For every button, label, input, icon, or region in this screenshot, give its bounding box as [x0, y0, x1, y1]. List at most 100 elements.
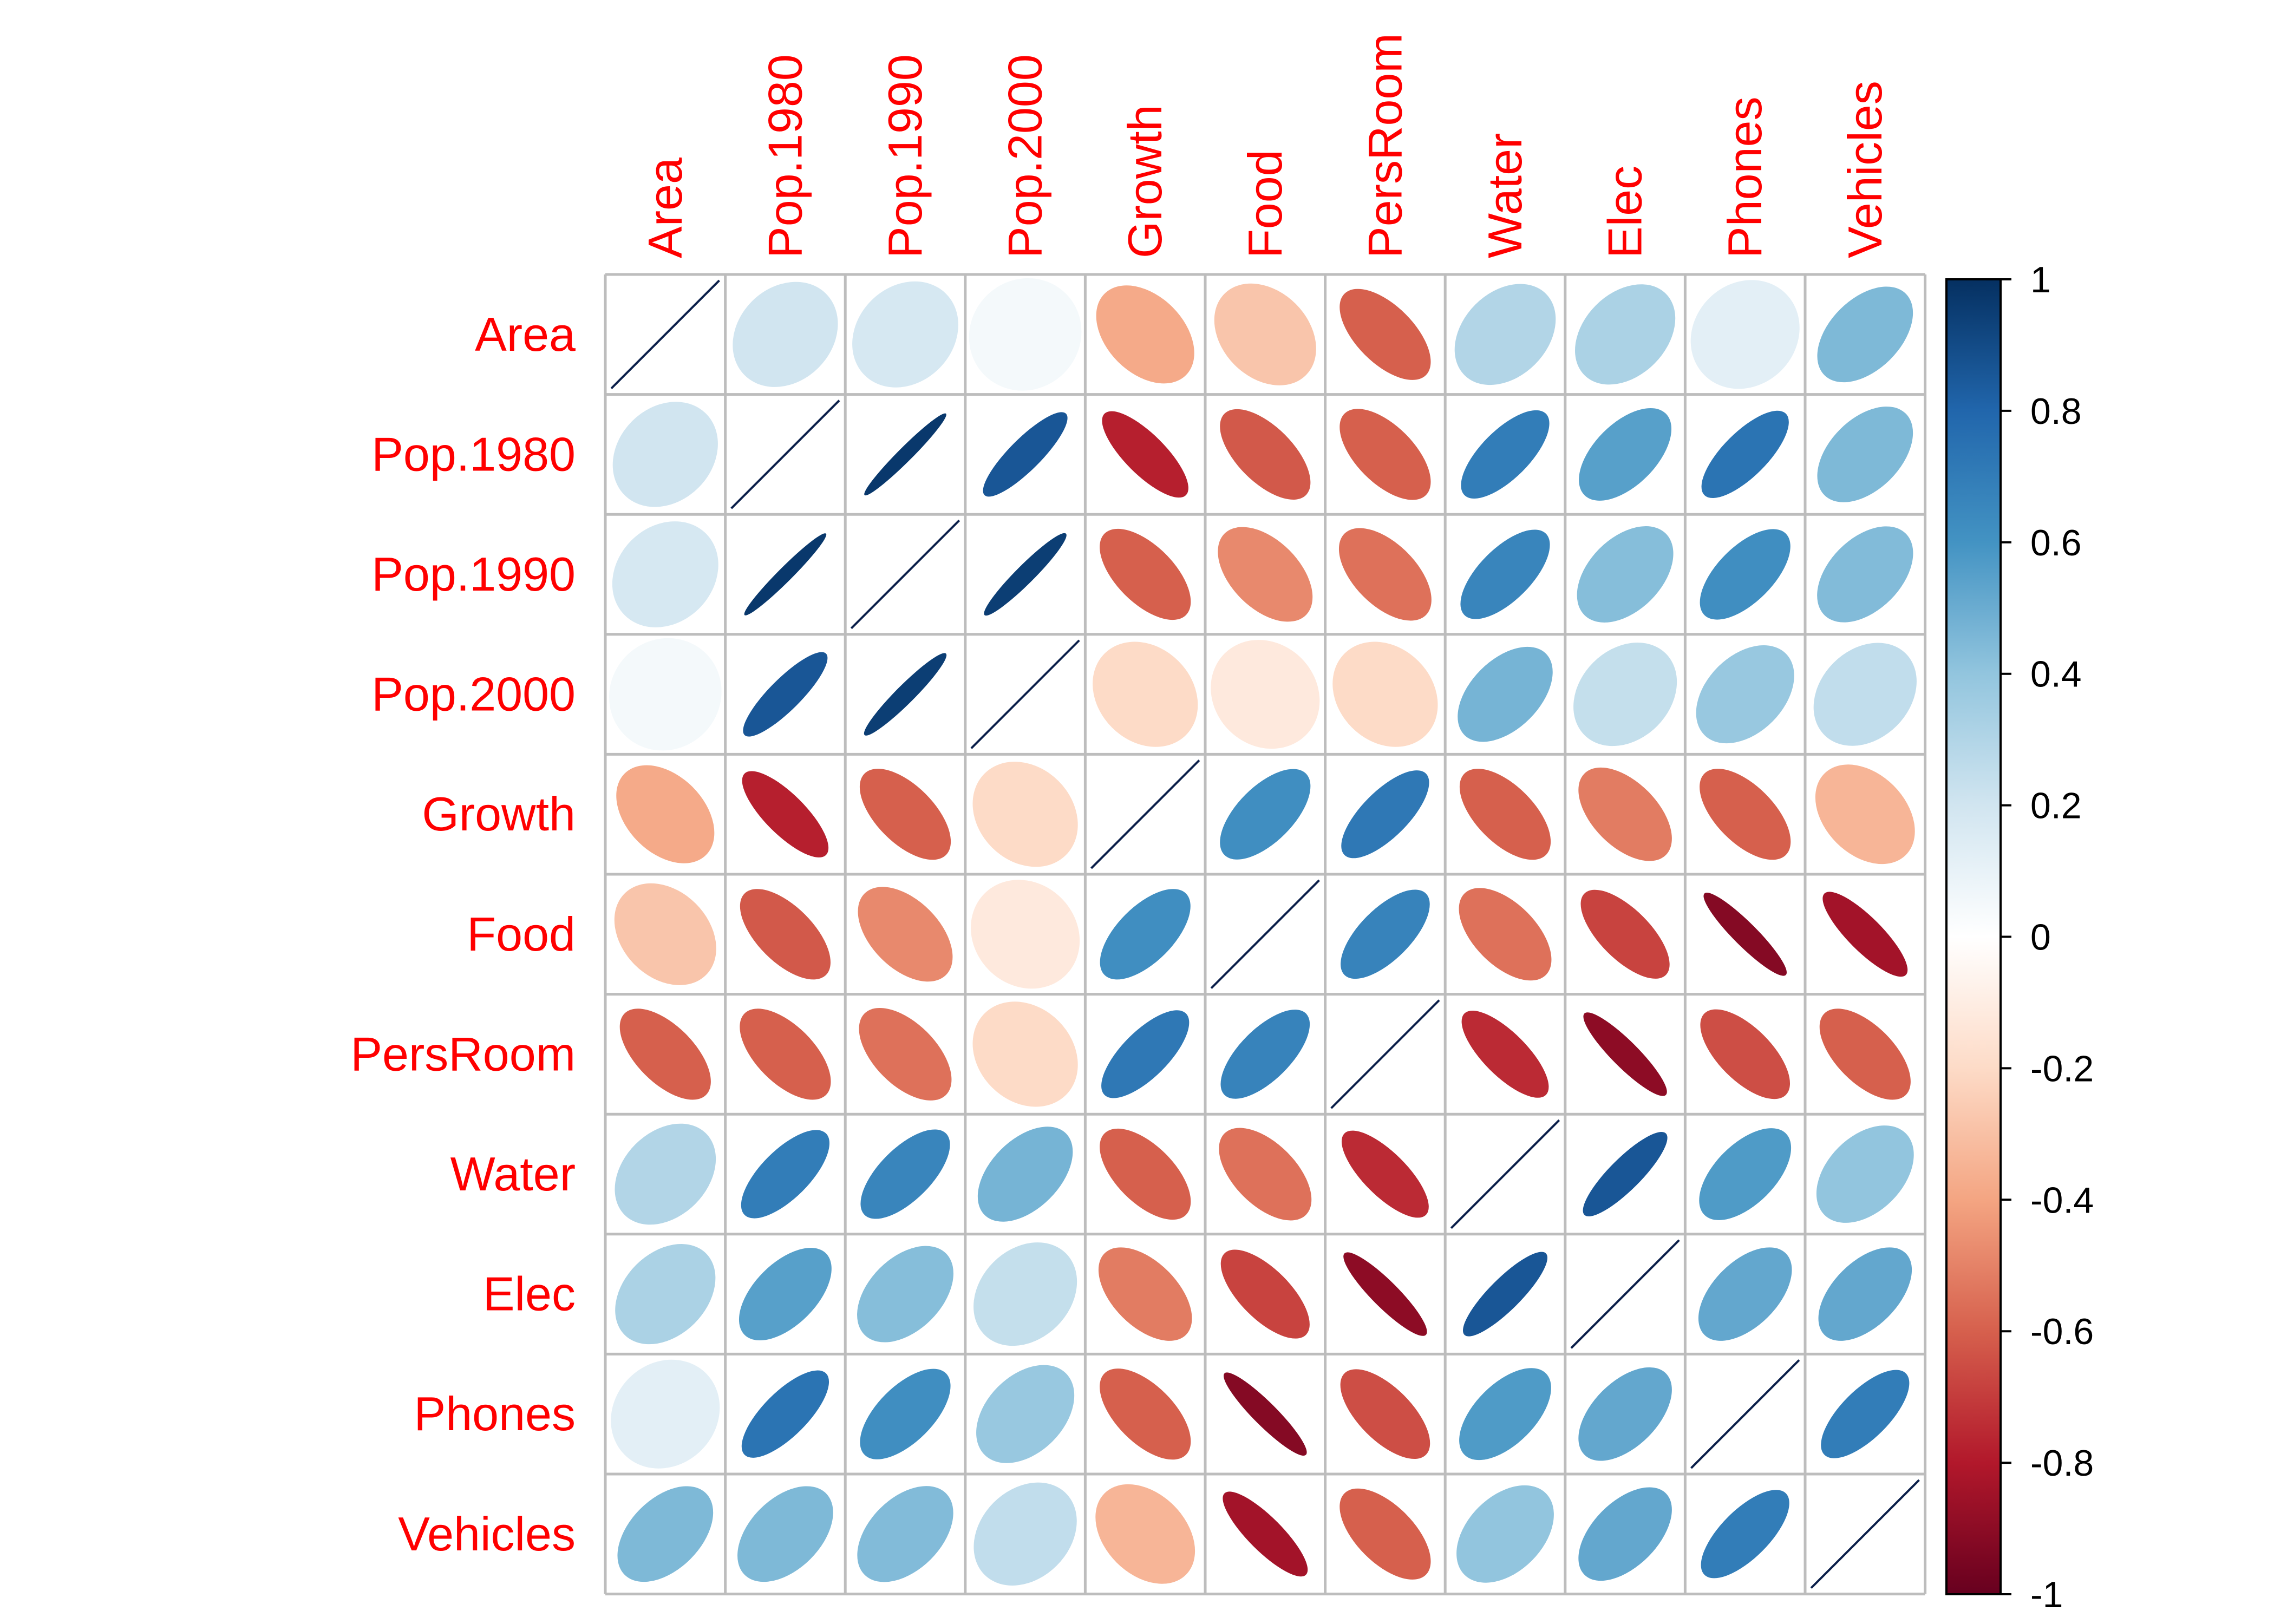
- corr-ellipse-food-pop-1980: [740, 889, 831, 980]
- corr-ellipse-pop-1990-pop-2000: [984, 533, 1067, 616]
- col-label-vehicles: Vehicles: [1838, 81, 1892, 258]
- corr-ellipse-phones-food: [1224, 1372, 1307, 1456]
- corr-ellipse-vehicles-growth: [1095, 1484, 1195, 1584]
- corr-ellipse-persroom-area: [619, 1009, 711, 1100]
- col-label-pop-1990: Pop.1990: [878, 54, 932, 258]
- corr-ellipse-elec-persroom: [1343, 1252, 1427, 1336]
- corr-ellipse-elec-phones: [1698, 1247, 1792, 1341]
- corr-ellipse-phones-growth: [1100, 1368, 1191, 1460]
- corr-ellipse-growth-area: [616, 765, 715, 863]
- corr-ellipse-persroom-pop-2000: [972, 1001, 1078, 1107]
- corr-ellipse-elec-pop-1980: [739, 1248, 832, 1341]
- col-label-growth: Growth: [1118, 104, 1172, 258]
- corr-ellipse-food-elec: [1580, 889, 1670, 979]
- corr-ellipse-pop-1990-elec: [1577, 526, 1674, 623]
- corr-ellipse-pop-1990-pop-1980: [744, 533, 827, 615]
- col-label-pop-2000: Pop.2000: [998, 54, 1052, 258]
- diagonal-line-pop-2000: [970, 639, 1080, 749]
- corr-ellipse-pop-1980-phones: [1701, 410, 1789, 499]
- corr-ellipse-water-phones: [1699, 1128, 1792, 1220]
- col-label-water: Water: [1478, 133, 1532, 258]
- corr-ellipse-pop-2000-growth: [1093, 641, 1198, 747]
- row-label-pop-1980: Pop.1980: [371, 427, 576, 481]
- corr-ellipse-water-pop-1990: [860, 1129, 950, 1219]
- col-label-area: Area: [638, 158, 692, 258]
- corr-ellipse-growth-pop-1980: [742, 771, 829, 857]
- colorbar-tick-label: -0.4: [2030, 1180, 2094, 1221]
- corr-ellipse-persroom-vehicles: [1819, 1009, 1911, 1100]
- colorbar-tick-label: 0: [2030, 917, 2051, 958]
- diagonal-line-pop-1980: [730, 400, 840, 509]
- row-labels: Area Pop.1980 Pop.1990 Pop.2000 Growth Food Pe…: [350, 307, 576, 1561]
- corr-ellipse-pop-1980-food: [1220, 409, 1311, 500]
- corr-ellipse-pop-1980-water: [1461, 410, 1550, 499]
- diagonal-line-persroom: [1330, 999, 1440, 1109]
- corr-ellipse-pop-2000-area: [609, 638, 722, 751]
- row-label-pop-1990: Pop.1990: [371, 547, 576, 601]
- corr-ellipse-persroom-growth: [1101, 1010, 1190, 1098]
- colorbar-tick-label: -0.2: [2030, 1048, 2094, 1089]
- colorbar-tick-label: -0.6: [2030, 1311, 2094, 1352]
- corr-ellipse-vehicles-pop-1980: [737, 1486, 833, 1582]
- diagonal-line-area: [610, 279, 720, 389]
- diagonal-line-pop-1990: [850, 519, 960, 630]
- corr-ellipse-food-growth: [1100, 889, 1191, 980]
- corr-ellipse-vehicles-pop-2000: [973, 1482, 1077, 1586]
- corr-ellipse-water-vehicles: [1816, 1125, 1914, 1223]
- corr-ellipse-growth-persroom: [1341, 770, 1429, 859]
- corr-ellipse-elec-pop-2000: [973, 1242, 1077, 1346]
- corr-ellipse-elec-pop-1990: [857, 1246, 953, 1343]
- corr-ellipse-water-persroom: [1341, 1130, 1429, 1218]
- colorbar-tick-label: 0.4: [2030, 654, 2082, 695]
- corr-ellipse-vehicles-area: [617, 1486, 714, 1582]
- corr-ellipse-area-phones: [1690, 280, 1800, 389]
- row-label-pop-2000: Pop.2000: [371, 667, 576, 721]
- corr-ellipse-pop-1980-area: [612, 402, 718, 507]
- corr-ellipse-food-phones: [1703, 893, 1787, 976]
- corr-ellipse-elec-growth: [1098, 1247, 1192, 1341]
- corr-ellipse-area-pop-1980: [733, 281, 838, 387]
- colorbar-tick-label: 1: [2030, 259, 2051, 300]
- row-label-growth: Growth: [422, 787, 576, 841]
- corr-ellipse-persroom-pop-1990: [859, 1007, 952, 1101]
- corr-ellipse-pop-1990-growth: [1100, 528, 1191, 620]
- diagonal-line-water: [1450, 1119, 1560, 1229]
- corr-ellipse-vehicles-elec: [1578, 1487, 1672, 1581]
- corr-ellipse-pop-1990-persroom: [1338, 528, 1432, 621]
- diagonal-line-growth: [1090, 759, 1200, 869]
- col-label-phones: Phones: [1718, 97, 1772, 258]
- corr-ellipse-water-pop-2000: [977, 1127, 1073, 1222]
- corr-ellipse-food-area: [614, 883, 716, 985]
- column-labels: Area Pop.1980 Pop.1990 Pop.2000 Growth Food Pe…: [638, 33, 1892, 258]
- colorbar-tick-label: 0.6: [2030, 522, 2082, 564]
- corr-ellipse-elec-food: [1220, 1249, 1310, 1339]
- corr-ellipse-pop-2000-water: [1458, 646, 1553, 742]
- corr-ellipse-elec-vehicles: [1818, 1247, 1912, 1341]
- corr-ellipse-water-pop-1980: [741, 1130, 829, 1219]
- corr-ellipse-pop-1990-food: [1218, 527, 1313, 622]
- row-label-area: Area: [475, 307, 576, 361]
- corr-ellipse-pop-2000-phones: [1696, 645, 1794, 744]
- diagonal-line-vehicles: [1810, 1479, 1920, 1589]
- colorbar-tick-label: 0.2: [2030, 785, 2082, 827]
- corr-ellipse-phones-vehicles: [1821, 1370, 1910, 1458]
- corr-ellipse-area-vehicles: [1817, 286, 1913, 383]
- corr-ellipse-phones-pop-1980: [741, 1370, 829, 1458]
- corr-ellipse-pop-1980-pop-2000: [983, 412, 1068, 497]
- corr-ellipse-growth-food: [1220, 769, 1311, 860]
- corr-ellipse-elec-area: [615, 1244, 716, 1345]
- col-label-elec: Elec: [1598, 166, 1652, 258]
- corr-ellipse-growth-pop-1990: [859, 769, 951, 860]
- diagonal-line-food: [1210, 879, 1320, 989]
- corr-ellipse-pop-2000-food: [1211, 640, 1320, 749]
- col-label-persroom: PersRoom: [1358, 33, 1412, 258]
- corr-ellipse-vehicles-phones: [1701, 1490, 1789, 1579]
- corr-ellipse-pop-2000-pop-1980: [743, 652, 828, 737]
- corr-ellipse-vehicles-food: [1223, 1491, 1308, 1577]
- corr-ellipse-food-pop-1990: [858, 887, 953, 982]
- row-label-persroom: PersRoom: [350, 1027, 576, 1081]
- corr-ellipse-growth-elec: [1578, 767, 1672, 861]
- corr-ellipse-phones-elec: [1578, 1367, 1672, 1461]
- corr-ellipse-phones-persroom: [1340, 1369, 1430, 1459]
- corr-ellipse-phones-pop-2000: [976, 1365, 1075, 1463]
